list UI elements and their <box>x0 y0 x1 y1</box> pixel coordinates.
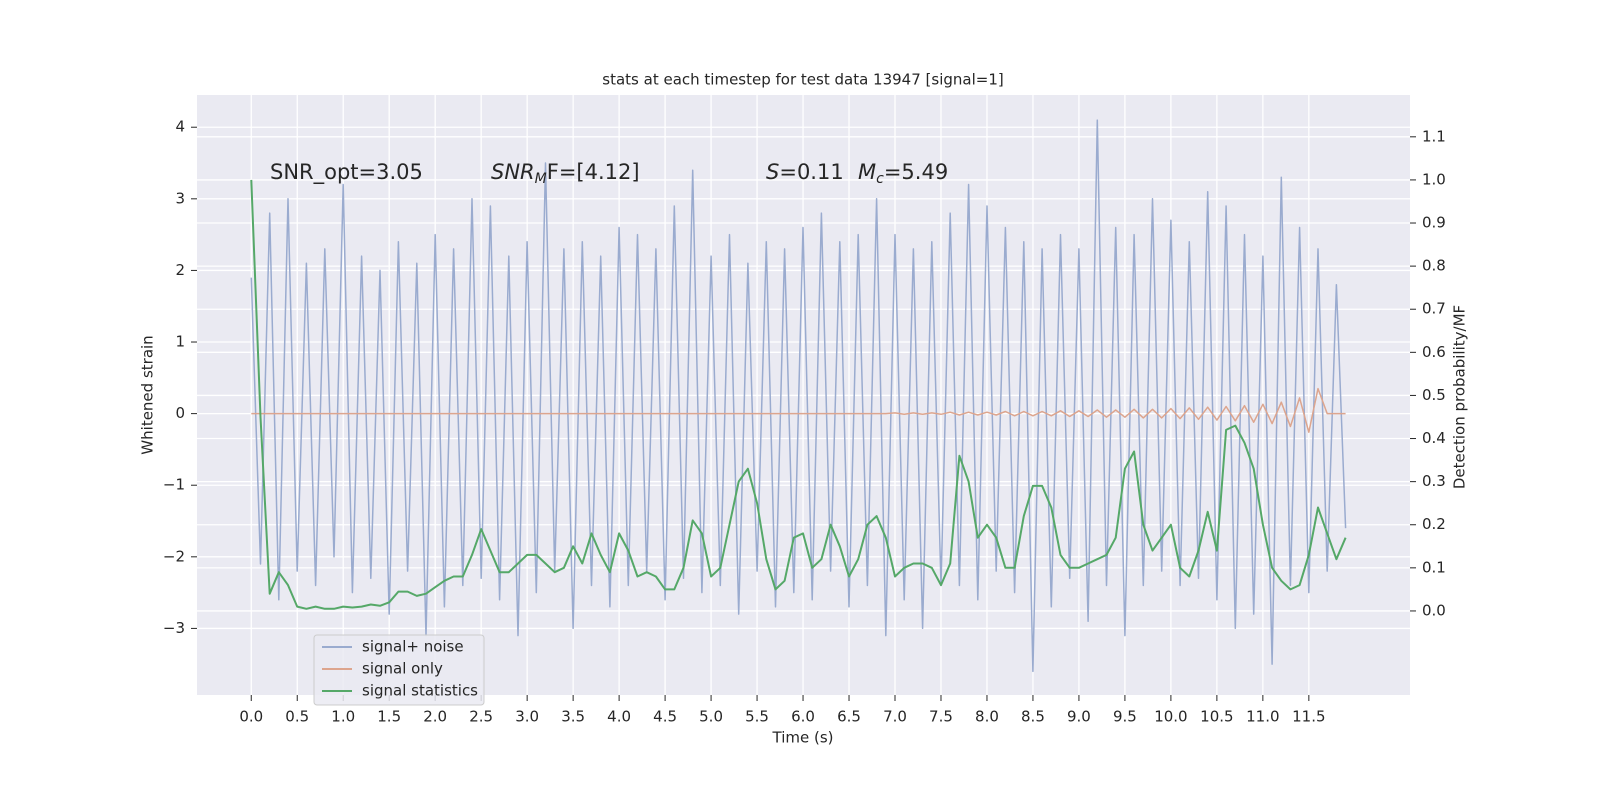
y-tick-label: 2 <box>175 261 185 279</box>
annotation: S=0.11 <box>766 160 844 184</box>
chart-title: stats at each timestep for test data 139… <box>602 71 1003 89</box>
legend-label: signal+ noise <box>362 638 464 656</box>
x-axis-label: Time (s) <box>772 729 834 747</box>
x-tick-label: 4.5 <box>653 708 677 726</box>
y2-tick-label: 0.7 <box>1422 300 1446 318</box>
y-tick-label: −3 <box>163 619 185 637</box>
annotation-rest: =5.49 <box>884 160 948 184</box>
annotation: SNR_opt=3.05 <box>270 160 423 185</box>
y-tick-label: −1 <box>163 476 185 494</box>
y-axis-label: Whitened strain <box>139 335 157 454</box>
x-tick-label: 8.5 <box>1021 708 1045 726</box>
x-tick-label: 3.5 <box>561 708 585 726</box>
y2-tick-label: 1.0 <box>1422 170 1446 188</box>
annotation: SNRMF=[4.12] <box>491 160 640 187</box>
x-tick-label: 3.0 <box>515 708 539 726</box>
y-tick-label: 0 <box>175 404 185 422</box>
legend: signal+ noise signal only signal statistic… <box>313 634 485 706</box>
y-tick-label: 4 <box>175 118 185 136</box>
annotation-sub: M <box>535 171 547 187</box>
x-tick-label: 0.5 <box>285 708 309 726</box>
x-tick-label: 8.0 <box>975 708 999 726</box>
x-tick-label: 2.5 <box>469 708 493 726</box>
y2-tick-label: 0.0 <box>1422 601 1446 619</box>
y2-tick-label: 0.4 <box>1422 429 1446 447</box>
x-tick-label: 10.0 <box>1154 708 1187 726</box>
y2-tick-label: 0.2 <box>1422 515 1446 533</box>
x-tick-label: 9.5 <box>1113 708 1137 726</box>
annotation-sub: c <box>876 171 884 187</box>
marks <box>250 119 1347 673</box>
legend-label: signal statistics <box>362 682 478 700</box>
y2-tick-label: 0.3 <box>1422 472 1446 490</box>
annotation-rest: =0.11 <box>779 160 843 184</box>
annotation-rest: F=[4.12] <box>547 160 640 184</box>
annotation: Mc=5.49 <box>858 160 948 187</box>
x-tick-label: 7.0 <box>883 708 907 726</box>
y-tick-label: 3 <box>175 189 185 207</box>
x-tick-label: 10.5 <box>1200 708 1233 726</box>
x-tick-label: 5.0 <box>699 708 723 726</box>
x-tick-label: 11.5 <box>1292 708 1325 726</box>
legend-label: signal only <box>362 660 443 678</box>
x-tick-label: 5.5 <box>745 708 769 726</box>
x-tick-label: 0.0 <box>239 708 263 726</box>
x-tick-label: 11.0 <box>1246 708 1279 726</box>
x-tick-label: 2.0 <box>423 708 447 726</box>
y2-tick-label: 0.5 <box>1422 386 1446 404</box>
series-line <box>251 387 1346 433</box>
annotation-main: S <box>766 160 779 184</box>
axes: 0.0 0.5 1.0 1.5 2.0 2.5 3.0 3.5 4.0 4.5 5.0 5.5 6.0 6… <box>163 118 1446 726</box>
x-tick-label: 9.0 <box>1067 708 1091 726</box>
y2-tick-label: 0.1 <box>1422 558 1446 576</box>
y2-axis-label: Detection probability/MF <box>1451 305 1469 489</box>
y-tick-label: −2 <box>163 547 185 565</box>
x-tick-label: 7.5 <box>929 708 953 726</box>
y-tick-label: 1 <box>175 333 185 351</box>
x-tick-label: 6.0 <box>791 708 815 726</box>
y2-tick-label: 0.8 <box>1422 257 1446 275</box>
x-tick-label: 6.5 <box>837 708 861 726</box>
x-tick-label: 1.5 <box>377 708 401 726</box>
y2-tick-label: 0.9 <box>1422 214 1446 232</box>
x-tick-label: 1.0 <box>331 708 355 726</box>
legend-box <box>313 634 485 706</box>
annotation-main: SNR <box>491 160 535 184</box>
x-tick-label: 4.0 <box>607 708 631 726</box>
y2-tick-label: 0.6 <box>1422 343 1446 361</box>
annotation-main: M <box>858 160 876 184</box>
series-line <box>250 119 1347 673</box>
series-line <box>250 179 1347 610</box>
y2-tick-label: 1.1 <box>1422 127 1446 145</box>
annotation-main: SNR_opt=3.05 <box>270 160 423 185</box>
